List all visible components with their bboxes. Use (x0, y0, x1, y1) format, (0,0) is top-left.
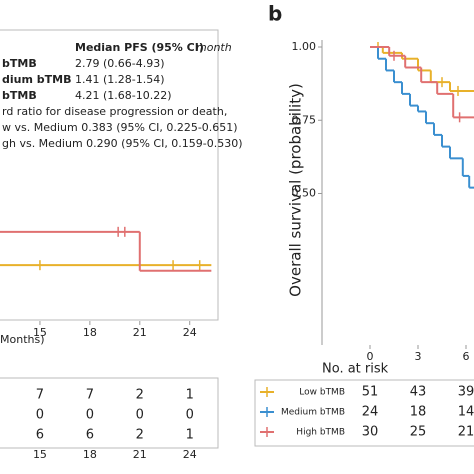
median-label: bTMB (2, 57, 37, 70)
x-tick-label: 3 (415, 350, 422, 363)
median-label: bTMB (2, 89, 37, 102)
risk-count: 25 (410, 425, 427, 440)
hazard-note: gh vs. Medium 0.290 (95% CI, 0.159-0.530… (2, 137, 243, 150)
risk-count: 0 (36, 408, 44, 423)
risk-count: 39 (458, 385, 474, 400)
risk-count: 6 (86, 428, 94, 443)
hazard-note: rd ratio for disease progression or deat… (2, 105, 227, 118)
panel-label: b (268, 2, 282, 26)
risk-count: 51 (362, 385, 379, 400)
risk-count: 43 (410, 385, 427, 400)
median-label: dium bTMB (2, 73, 71, 86)
x-tick-label: 6 (463, 350, 470, 363)
risk-count: 2 (136, 428, 144, 443)
x-tick-label: 15 (33, 326, 47, 339)
risk-count: 30 (362, 425, 379, 440)
x-axis-title: Months) (0, 333, 45, 346)
y-tick-label: 0.75 (292, 113, 317, 126)
risk-count: 21 (458, 425, 474, 440)
median-value: 4.21 (1.68-10.22) (75, 89, 172, 102)
x-tick-label: 0 (367, 350, 374, 363)
risk-row-label: Low bTMB (299, 388, 345, 398)
risk-table-frame (254, 379, 474, 447)
risk-count: 24 (362, 405, 379, 420)
risk-tick-label: 21 (133, 448, 147, 461)
risk-row-label: Medium bTMB (281, 408, 345, 418)
risk-count: 1 (186, 388, 194, 403)
median-value: 1.41 (1.28-1.54) (75, 73, 165, 86)
risk-count: 0 (136, 408, 144, 423)
risk-table-frame (0, 377, 219, 449)
risk-count: 0 (86, 408, 94, 423)
hazard-note: w vs. Medium 0.383 (95% CI, 0.225-0.651) (2, 121, 238, 134)
risk-row-label: High bTMB (296, 428, 345, 438)
risk-count: 0 (186, 408, 194, 423)
y-tick-label: 1.00 (292, 40, 317, 53)
risk-tick-label: 24 (183, 448, 197, 461)
x-tick-label: 18 (83, 326, 97, 339)
risk-count: 18 (410, 405, 427, 420)
risk-count: 2 (136, 388, 144, 403)
y-tick-label: 0.50 (292, 187, 317, 200)
x-tick-label: 24 (183, 326, 197, 339)
risk-count: 6 (36, 428, 44, 443)
risk-tick-label: 18 (83, 448, 97, 461)
risk-count: 7 (86, 388, 94, 403)
median-header: Median PFS (95% CI) (75, 41, 204, 54)
risk-count: 1 (186, 428, 194, 443)
y-axis-title: Overall survival (probability) (287, 83, 305, 297)
risk-count: 7 (36, 388, 44, 403)
x-tick-label: 21 (133, 326, 147, 339)
plot-frame (0, 29, 219, 321)
median-value: 2.79 (0.66-4.93) (75, 57, 165, 70)
risk-table-title: No. at risk (322, 362, 389, 377)
risk-count: 14 (458, 405, 474, 420)
risk-tick-label: 15 (33, 448, 47, 461)
median-unit: month (196, 41, 232, 54)
